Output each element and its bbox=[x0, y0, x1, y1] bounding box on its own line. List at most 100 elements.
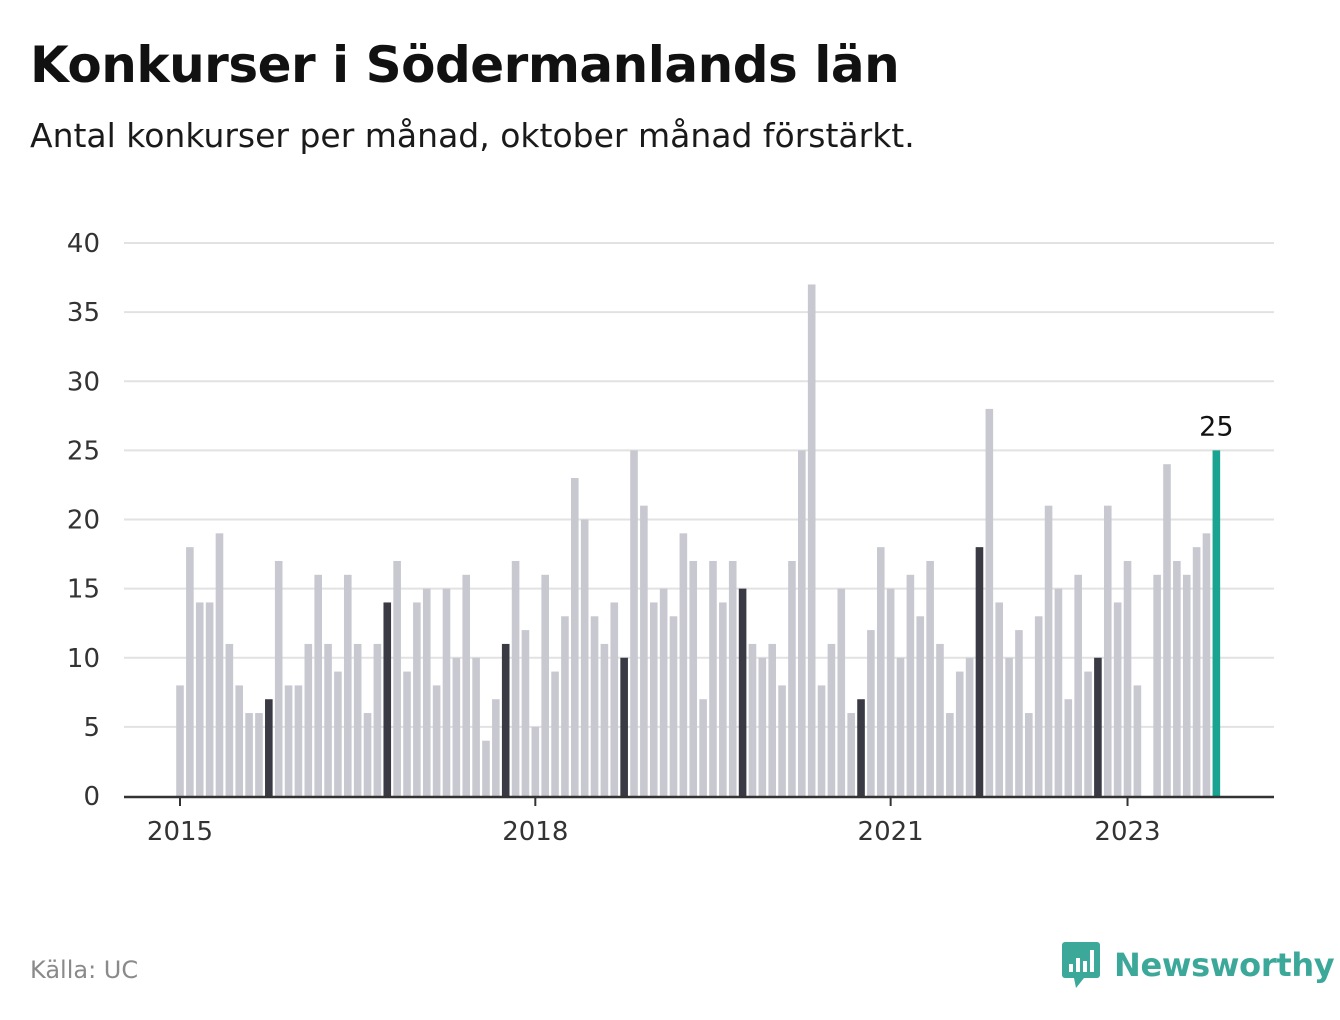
bar bbox=[699, 699, 707, 796]
bar bbox=[778, 685, 786, 796]
bar bbox=[807, 284, 816, 796]
bar bbox=[876, 547, 885, 796]
bar-october bbox=[857, 699, 865, 796]
bar bbox=[946, 713, 954, 796]
bar bbox=[679, 533, 688, 796]
bar bbox=[245, 713, 253, 796]
bar bbox=[1173, 560, 1181, 796]
bar-october bbox=[383, 602, 392, 796]
bar bbox=[551, 671, 559, 796]
bar bbox=[610, 602, 619, 796]
newsworthy-logo-text: Newsworthy bbox=[1114, 946, 1335, 984]
bar bbox=[689, 560, 698, 796]
bar bbox=[511, 560, 520, 796]
bar bbox=[205, 602, 214, 796]
y-tick-label: 30 bbox=[67, 367, 100, 397]
bar-october bbox=[738, 588, 747, 796]
newsworthy-logo-icon bbox=[1062, 942, 1100, 988]
bar bbox=[1015, 630, 1023, 796]
bar bbox=[294, 685, 303, 796]
bar-october bbox=[620, 657, 628, 796]
bar bbox=[314, 574, 322, 796]
y-tick-label: 35 bbox=[67, 298, 100, 328]
bar bbox=[1202, 533, 1211, 796]
bar bbox=[452, 657, 461, 796]
bar bbox=[1123, 560, 1132, 796]
x-tick-label: 2021 bbox=[858, 817, 924, 847]
bar bbox=[304, 643, 313, 796]
chart-subtitle: Antal konkurser per månad, oktober månad… bbox=[30, 116, 915, 155]
bar bbox=[867, 630, 875, 796]
bar bbox=[284, 685, 293, 796]
bar bbox=[788, 560, 796, 796]
bar bbox=[363, 713, 372, 796]
bar bbox=[1113, 602, 1122, 796]
y-tick-label: 25 bbox=[67, 436, 100, 466]
bar-latest bbox=[1212, 450, 1221, 796]
bar bbox=[630, 450, 638, 796]
bar bbox=[442, 588, 451, 796]
bar-october bbox=[265, 699, 273, 796]
x-tick-label: 2018 bbox=[502, 817, 568, 847]
bar bbox=[965, 657, 974, 796]
bar bbox=[1005, 657, 1013, 796]
bar bbox=[521, 630, 530, 796]
bar bbox=[541, 574, 549, 796]
y-tick-label: 15 bbox=[67, 575, 100, 605]
bar bbox=[343, 574, 352, 796]
bar-october bbox=[1094, 657, 1102, 796]
bar bbox=[1182, 574, 1191, 796]
bar bbox=[817, 685, 826, 796]
bar bbox=[432, 685, 441, 796]
bar bbox=[1133, 685, 1142, 796]
bar bbox=[728, 560, 737, 796]
bar bbox=[195, 602, 204, 796]
bar bbox=[571, 478, 579, 796]
bar bbox=[837, 588, 846, 796]
bar bbox=[274, 560, 283, 796]
bar bbox=[768, 643, 776, 796]
x-tick-label: 2015 bbox=[147, 817, 213, 847]
bar bbox=[225, 643, 234, 796]
bar bbox=[926, 560, 934, 796]
bar bbox=[235, 685, 244, 796]
bar bbox=[373, 643, 382, 796]
bar bbox=[955, 671, 964, 796]
bar bbox=[403, 671, 411, 796]
bar-october bbox=[975, 547, 984, 796]
bar bbox=[472, 657, 480, 796]
bar bbox=[847, 713, 855, 796]
bar bbox=[1163, 464, 1171, 796]
bar bbox=[186, 547, 194, 796]
newsworthy-logo: Newsworthy bbox=[1062, 940, 1335, 990]
bar bbox=[709, 560, 717, 796]
bar bbox=[1192, 547, 1201, 796]
bar bbox=[1044, 505, 1053, 796]
bar bbox=[531, 726, 540, 796]
y-tick-label: 0 bbox=[83, 782, 100, 812]
last-value-label: 25 bbox=[1199, 411, 1233, 442]
source-note: Källa: UC bbox=[30, 956, 139, 984]
bar bbox=[1054, 588, 1063, 796]
bar bbox=[896, 657, 905, 796]
bar bbox=[176, 685, 184, 796]
bar bbox=[561, 616, 569, 796]
bar bbox=[886, 588, 895, 796]
bar bbox=[916, 616, 925, 796]
bar bbox=[640, 505, 648, 796]
bar bbox=[422, 588, 431, 796]
bar bbox=[649, 602, 658, 796]
bar bbox=[334, 671, 342, 796]
bar bbox=[413, 602, 421, 796]
bar bbox=[492, 699, 500, 796]
chart-title: Konkurser i Södermanlands län bbox=[30, 36, 900, 94]
bar bbox=[462, 574, 471, 796]
bar bbox=[1025, 713, 1033, 796]
y-tick-label: 5 bbox=[83, 713, 100, 743]
bar bbox=[748, 643, 757, 796]
y-tick-label: 40 bbox=[67, 229, 100, 259]
bar bbox=[1103, 505, 1112, 796]
bar bbox=[659, 588, 668, 796]
bar bbox=[936, 643, 944, 796]
bar bbox=[1064, 699, 1073, 796]
